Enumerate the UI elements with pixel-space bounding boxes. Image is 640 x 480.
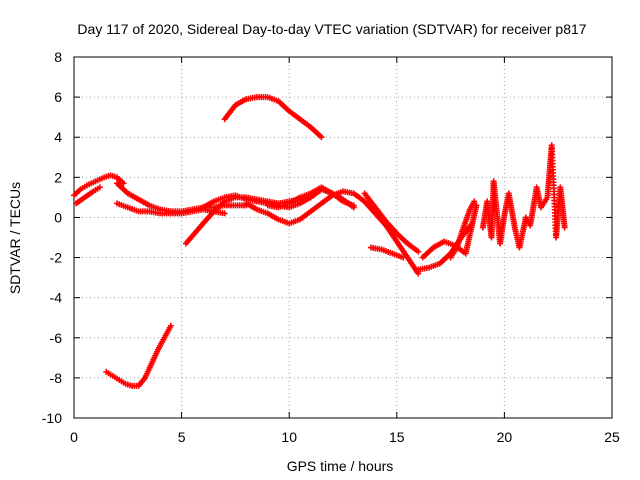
data-point: [350, 202, 357, 209]
data-point: [400, 254, 407, 261]
data-point: [221, 210, 228, 217]
x-tick-label: 5: [178, 429, 186, 445]
chart-grid: [74, 57, 612, 418]
series-arc-late-2: [372, 206, 422, 277]
series-arc-late-4: [415, 220, 476, 273]
y-tick-label: -6: [50, 330, 63, 346]
data-point: [415, 248, 422, 255]
y-tick-label: 2: [54, 169, 62, 185]
x-tick-label: 10: [281, 429, 297, 445]
series-arc-mid-2: [114, 200, 228, 217]
series-arc-early: [71, 172, 127, 199]
y-tick-label: -8: [50, 370, 63, 386]
y-tick-label: 8: [54, 49, 62, 65]
data-point: [318, 134, 325, 141]
y-tick-label: -10: [42, 410, 62, 426]
y-tick-label: -2: [50, 250, 63, 266]
x-tick-label: 20: [497, 429, 513, 445]
y-tick-label: 4: [54, 129, 62, 145]
x-axis-title: GPS time / hours: [287, 458, 394, 474]
data-point: [120, 180, 127, 187]
x-tick-label: 15: [389, 429, 405, 445]
series-arc-low: [103, 322, 174, 389]
plot-frame: [73, 56, 613, 419]
y-axis-title: SDTVAR / TECUs: [7, 182, 23, 294]
x-tick-label: 0: [70, 429, 78, 445]
y-tick-label: 6: [54, 89, 62, 105]
x-tick-label: 25: [604, 429, 620, 445]
series-arc-early-low: [73, 184, 103, 207]
series-arc-high: [221, 94, 325, 141]
series-arc-mid-6: [264, 184, 357, 211]
axis-ticks: 0 5 10 15 20 25 -10 -8 -6 -4 -2 0 2 4 6 8: [42, 49, 620, 445]
chart-title: Day 117 of 2020, Sidereal Day-to-day VTE…: [77, 21, 586, 37]
series-arc-late-3: [367, 244, 407, 261]
y-tick-label: -4: [50, 290, 63, 306]
data-point: [471, 198, 478, 205]
series-arc-late-6: [447, 198, 478, 261]
data-marks: [71, 94, 568, 389]
data-point: [167, 322, 174, 329]
data-point: [96, 184, 103, 191]
series-scatter-late: [479, 142, 568, 251]
data-point: [561, 224, 568, 231]
y-tick-label: 0: [54, 209, 62, 225]
